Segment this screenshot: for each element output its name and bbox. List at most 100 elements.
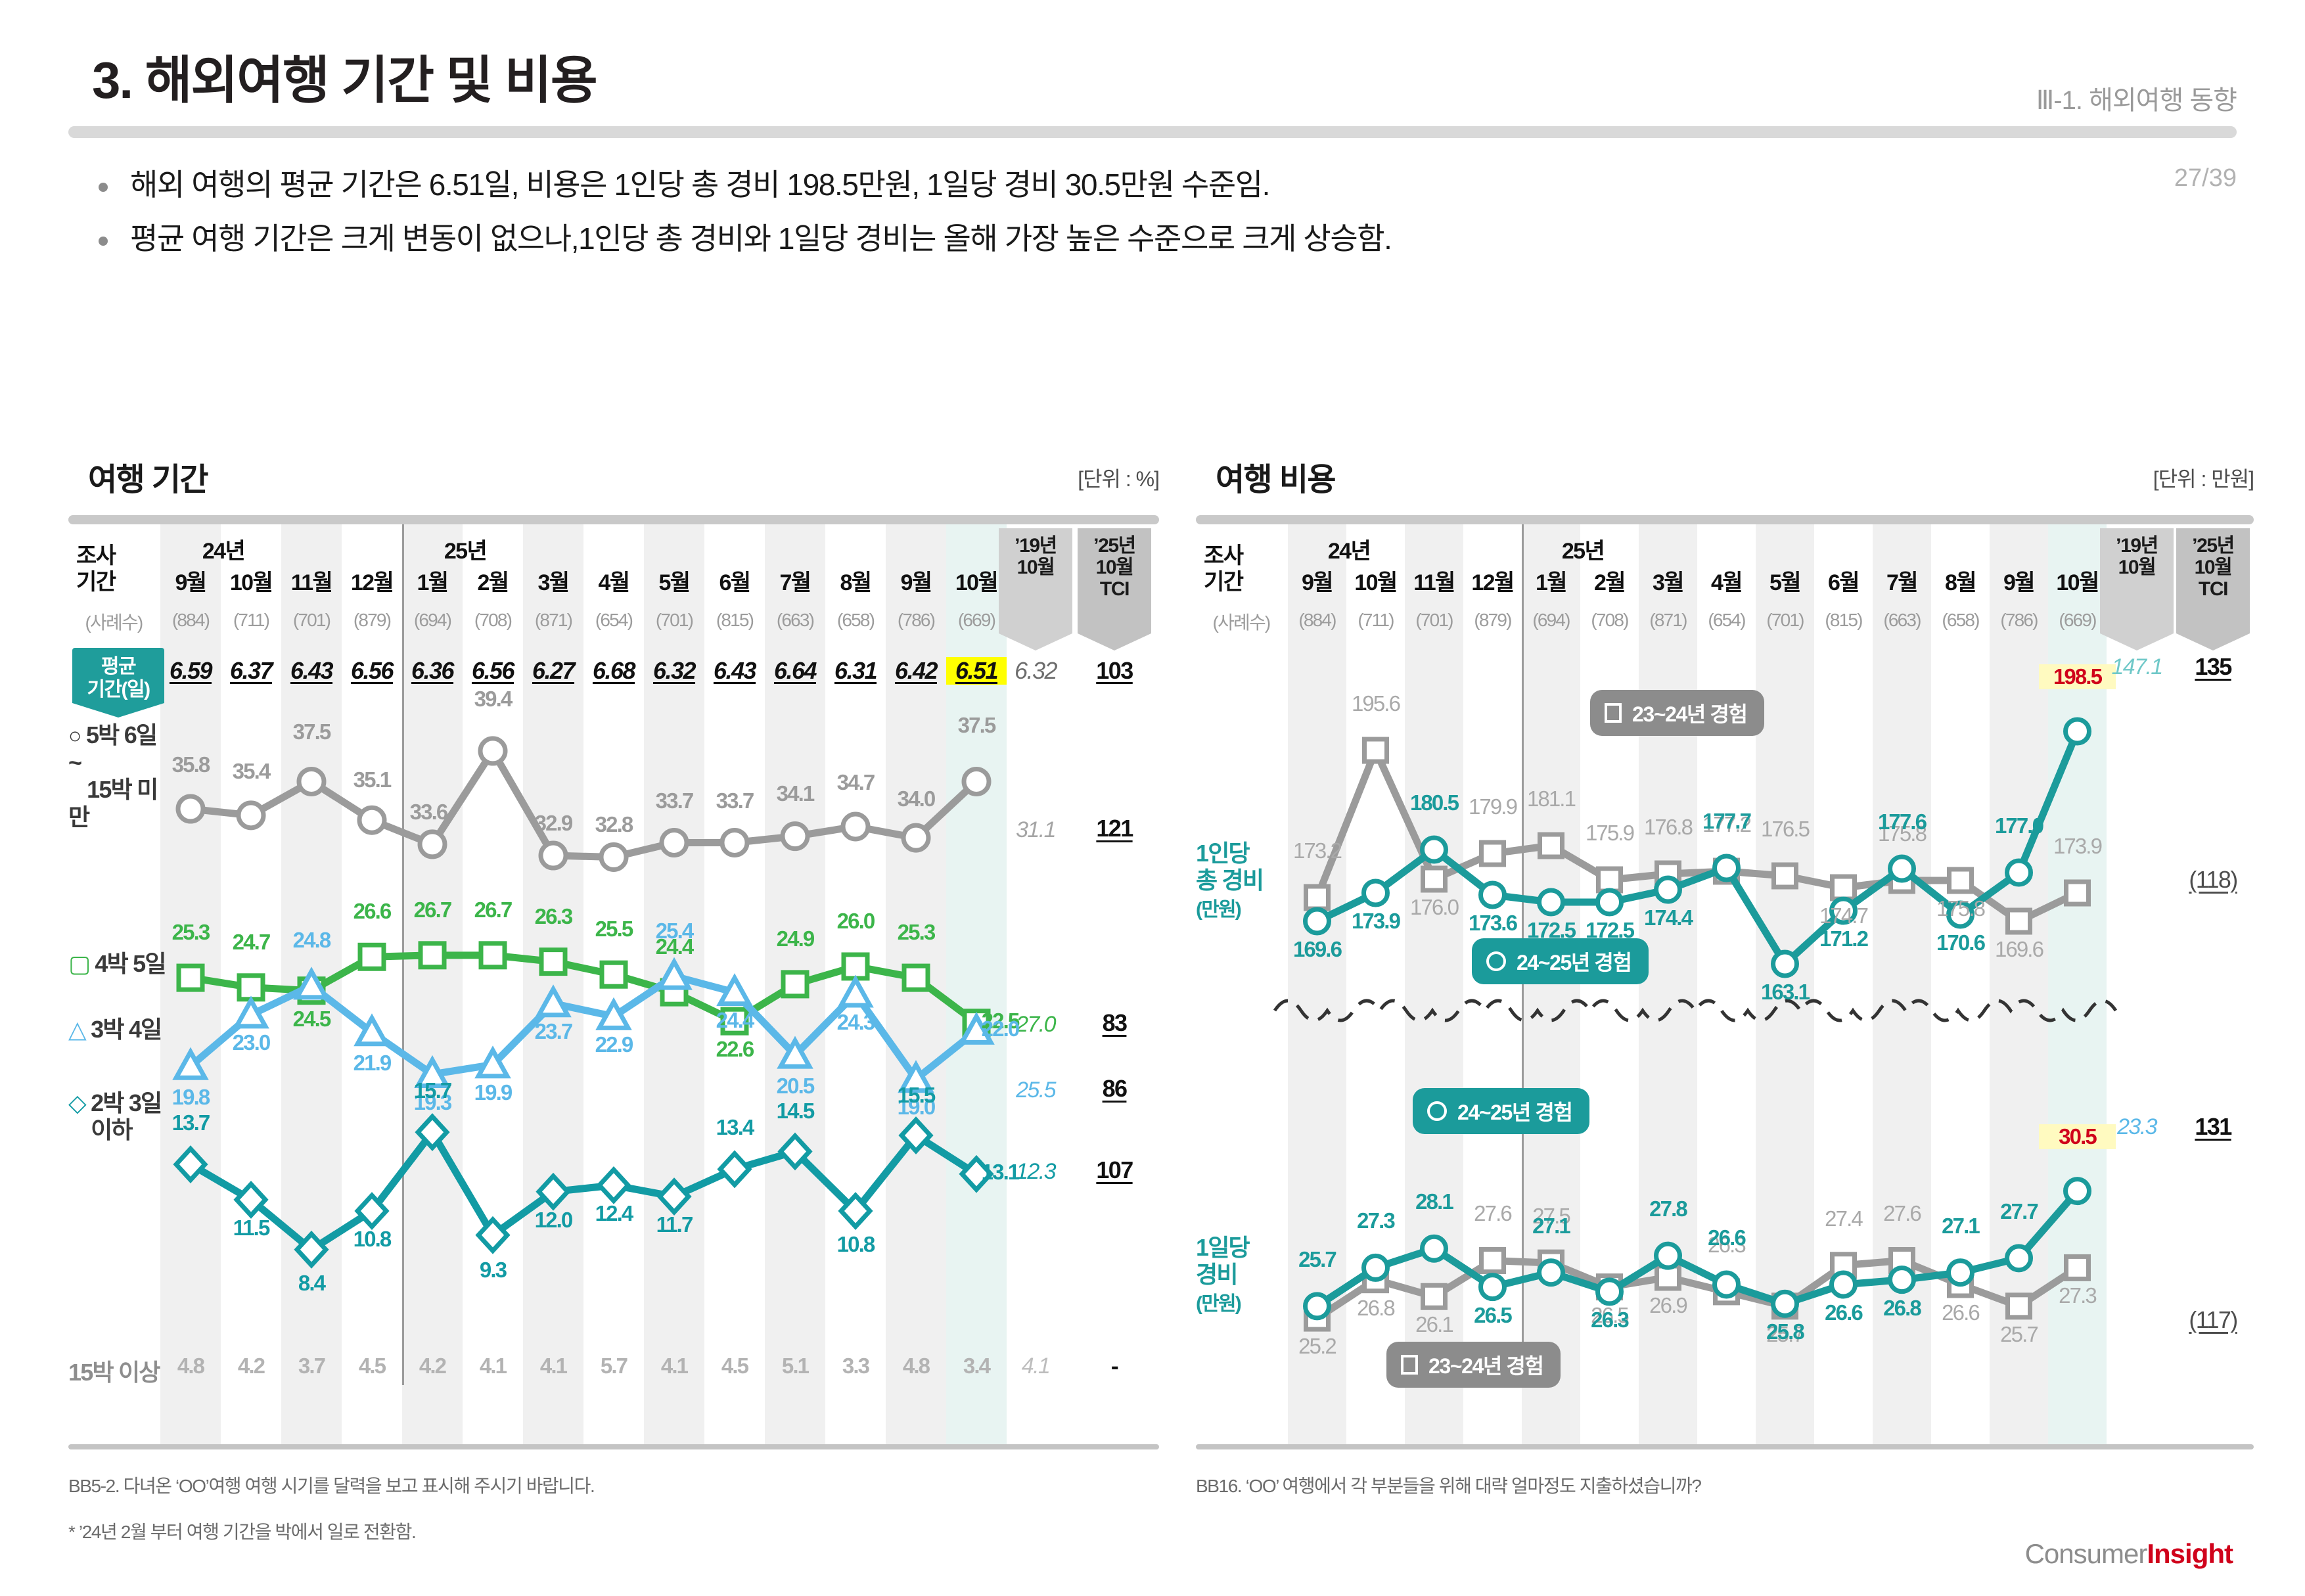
avg-duration-11: 6.64	[773, 657, 817, 684]
year-label-25: 25년	[444, 539, 488, 564]
series-label-4nights: ▢ 4박 5일	[68, 950, 167, 977]
data-point-marker	[1537, 888, 1565, 917]
legend-23-24-total: 23~24년 경험	[1590, 690, 1764, 736]
data-point-marker	[2005, 858, 2033, 887]
sample-size-13: (786)	[2000, 610, 2038, 630]
total-cost-label-0-13: 169.6	[1994, 937, 2044, 961]
legend-label: 24~25년 경험	[1457, 1101, 1573, 1124]
circle-marker-icon	[1486, 951, 1506, 971]
daily-cost-label-0-11: 27.6	[1883, 1201, 1922, 1226]
pennant-tci-2025: ’25년 10월 TCI	[1078, 528, 1151, 650]
data-point-marker	[719, 827, 750, 857]
sample-size-13: (786)	[897, 610, 936, 630]
data-point-marker	[2005, 1244, 2033, 1273]
row15-value-8: 5.7	[600, 1354, 628, 1378]
total-cost-label-1-8: 177.7	[1702, 809, 1752, 833]
data-point-marker	[1771, 1289, 1799, 1318]
data-point-marker	[777, 1132, 813, 1171]
data-point-marker	[294, 1230, 329, 1269]
page-number: 27/39	[2174, 164, 2237, 192]
month-header-14: 10월	[2056, 570, 2099, 595]
month-header-5: 1월	[417, 570, 449, 595]
panel-travel-duration: 여행 기간 [단위 : %] 조사 기간 (사례수) 24년 25년 9월 (884) 10월…	[68, 453, 1160, 1548]
panel-title-duration: 여행 기간	[88, 463, 209, 497]
data-point-marker	[716, 973, 753, 1007]
data-point-marker	[596, 1166, 631, 1204]
data-point-marker	[357, 942, 386, 971]
data-point-marker	[478, 941, 507, 970]
panel-foot-divider	[68, 1444, 1159, 1449]
point-label-1-13: 25.3	[897, 920, 936, 945]
data-point-marker	[236, 800, 266, 831]
point-label-2-2: 23.0	[232, 1030, 271, 1055]
month-header-3: 11월	[1413, 570, 1455, 595]
point-label-2-7: 23.7	[534, 1019, 574, 1044]
point-label-1-9: 24.4	[655, 934, 695, 959]
logo-word-consumer: Consumer	[2024, 1538, 2148, 1569]
point-label-2-10: 24.4	[716, 1008, 755, 1033]
circle-marker-icon	[1427, 1101, 1447, 1121]
data-point-marker	[1479, 840, 1506, 867]
data-point-marker	[1947, 867, 1974, 894]
series-line	[187, 747, 980, 861]
point-label-1-11: 24.9	[776, 926, 815, 951]
data-point-marker	[1421, 865, 1448, 893]
month-header-10: 6월	[1828, 570, 1860, 595]
data-point-marker	[1771, 862, 1798, 890]
point-label-3-3: 8.4	[298, 1270, 326, 1295]
daily-cost-label-0-2: 26.8	[1357, 1295, 1396, 1320]
total-cost-tci: 135	[2195, 653, 2232, 680]
column-stripe	[1639, 524, 1697, 1444]
footnote-cost-1: BB16. ‘OO’ 여행에서 각 부분들을 위해 대략 얼마정도 지출하셨습니…	[1196, 1476, 1702, 1496]
total-cost-label-0-9: 176.5	[1760, 817, 1810, 841]
unit-label-duration: [단위 : %]	[1078, 467, 1160, 491]
month-header-9: 5월	[1769, 570, 1802, 595]
data-point-marker	[656, 957, 693, 990]
data-point-marker	[599, 960, 628, 989]
point-label-3-4: 10.8	[353, 1227, 392, 1252]
column-header-survey-period: 조사 기간	[1204, 543, 1244, 595]
legend-23-24-daily: 23~24년 경험	[1386, 1342, 1561, 1388]
month-header-7: 3월	[537, 570, 570, 595]
sample-size-1: (884)	[171, 610, 210, 630]
month-header-14: 10월	[955, 570, 999, 595]
avg-duration-10: 6.43	[713, 657, 757, 684]
data-point-marker	[838, 1192, 873, 1230]
point-label-0-1: 35.8	[171, 752, 211, 777]
daily-cost-reference: 23.3	[2117, 1114, 2157, 1139]
data-point-marker	[478, 736, 508, 766]
point-label-3-7: 12.0	[534, 1207, 574, 1232]
sample-size-1: (884)	[1298, 610, 1336, 630]
point-label-0-3: 37.5	[292, 719, 332, 744]
data-point-marker	[2005, 1292, 2032, 1320]
daily-cost-label-1-9: 25.8	[1766, 1319, 1805, 1344]
avg-duration-3: 6.43	[290, 657, 334, 684]
point-label-0-8: 32.8	[595, 812, 634, 837]
month-header-6: 2월	[477, 570, 510, 595]
series-label-3nights: △ 3박 4일	[68, 1016, 162, 1043]
series-reference-2: 25.5	[1016, 1078, 1056, 1103]
row15-reference: 4.1	[1021, 1354, 1051, 1379]
point-label-2-6: 19.9	[474, 1080, 513, 1105]
legend-label: 24~25년 경험	[1517, 951, 1632, 974]
data-point-marker	[1361, 878, 1390, 907]
panel-foot-divider	[1196, 1444, 2254, 1449]
total-cost-label-1-6: 172.5	[1585, 918, 1635, 942]
data-point-marker	[898, 1060, 934, 1093]
daily-cost-label-1-14: 30.5	[2039, 1124, 2116, 1149]
point-label-0-13: 34.0	[897, 787, 936, 811]
sample-size-3: (701)	[1415, 610, 1453, 630]
sample-size-2: (711)	[1358, 610, 1394, 630]
sample-size-9: (701)	[655, 610, 694, 630]
series-tci-2: 86	[1102, 1075, 1128, 1102]
data-point-marker	[1303, 1292, 1331, 1321]
month-header-13: 9월	[900, 570, 933, 595]
pennant-tci-2025: ’25년 10월 TCI	[2176, 528, 2250, 650]
daily-cost-label-1-5: 27.1	[1532, 1213, 1571, 1238]
data-point-marker	[720, 1007, 749, 1036]
data-point-marker	[961, 766, 992, 796]
month-header-12: 8월	[840, 570, 873, 595]
point-label-1-4: 26.6	[353, 899, 392, 924]
point-label-3-11: 14.5	[776, 1099, 815, 1124]
column-stripes	[1196, 524, 2254, 1444]
